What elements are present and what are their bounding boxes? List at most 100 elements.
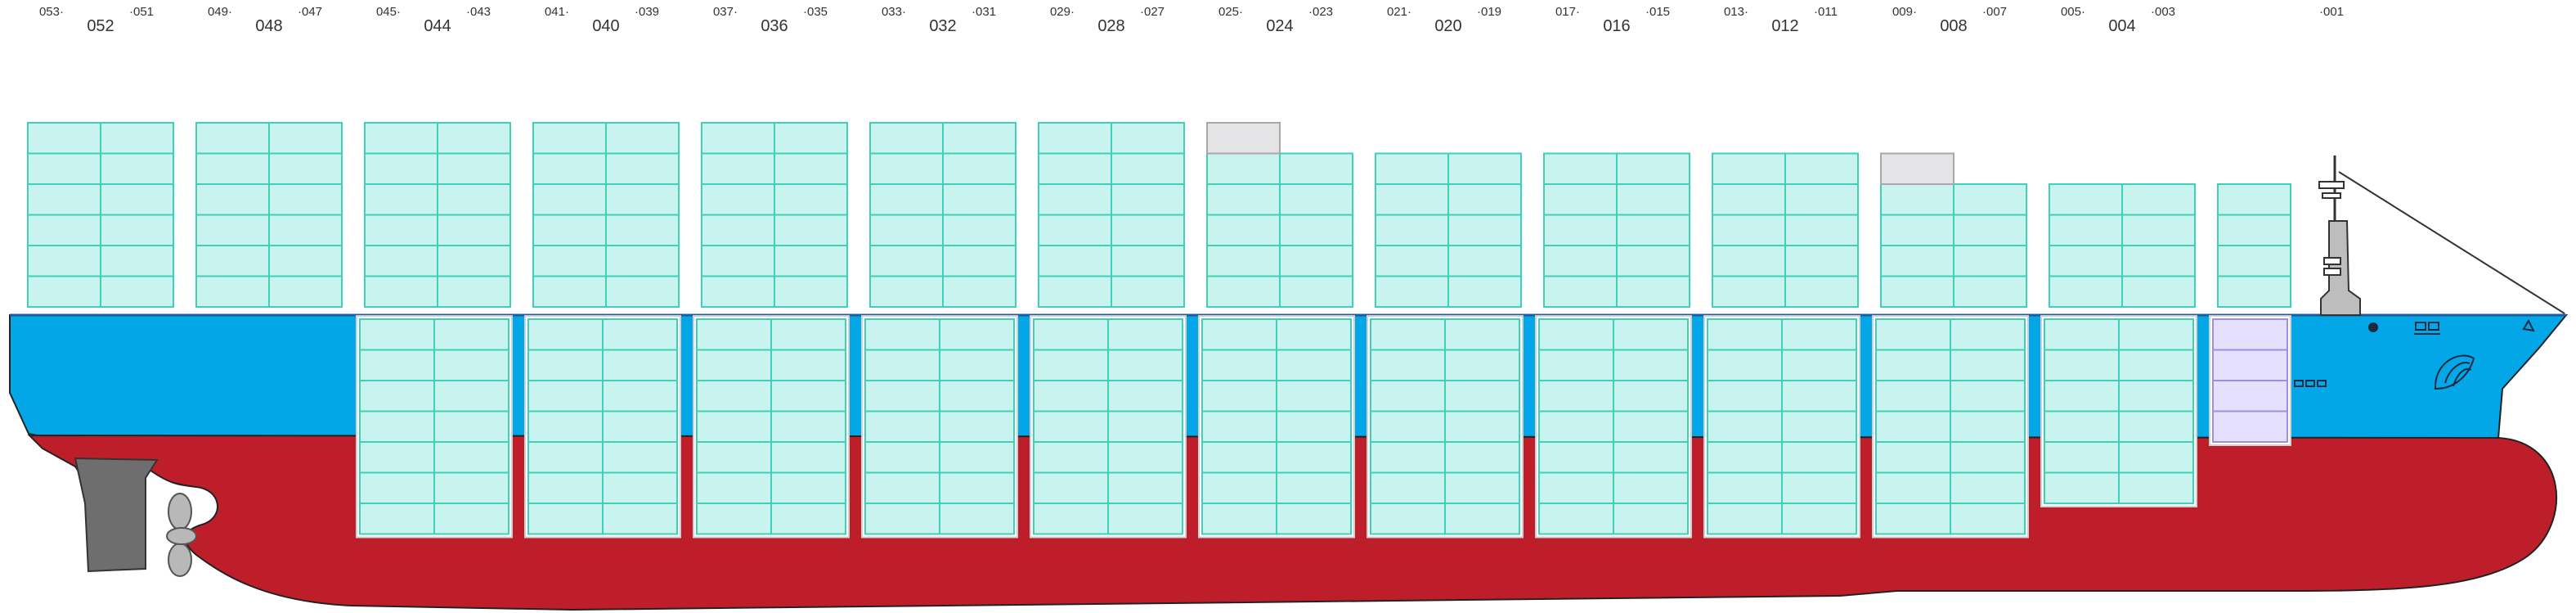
- deck-container-slot[interactable]: [1038, 183, 1112, 216]
- hold-container-slot[interactable]: [696, 349, 772, 381]
- deck-container-slot[interactable]: [1038, 275, 1112, 308]
- hold-container-slot[interactable]: [1370, 380, 1446, 412]
- hold-container-slot[interactable]: [433, 349, 509, 381]
- deck-container-slot[interactable]: [364, 122, 438, 155]
- hold-container-slot[interactable]: [1107, 380, 1183, 412]
- hold-container-slot[interactable]: [1033, 441, 1109, 474]
- hold-container-slot[interactable]: [527, 441, 604, 474]
- hold-container-slot[interactable]: [1538, 441, 1614, 474]
- hold-container-slot[interactable]: [1875, 441, 1951, 474]
- hold-container-slot[interactable]: [1875, 318, 1951, 351]
- hold-container-slot[interactable]: [1538, 380, 1614, 412]
- hold-container-slot[interactable]: [1538, 410, 1614, 443]
- deck-container-slot[interactable]: [942, 275, 1016, 308]
- hold-container-slot[interactable]: [359, 503, 435, 535]
- hold-container-slot[interactable]: [1875, 503, 1951, 535]
- deck-container-slot[interactable]: [532, 183, 607, 216]
- deck-container-slot[interactable]: [532, 152, 607, 185]
- deck-container-slot[interactable]: [2217, 214, 2291, 246]
- deck-container-slot[interactable]: [268, 183, 343, 216]
- hold-container-slot[interactable]: [1107, 441, 1183, 474]
- deck-container-slot[interactable]: [1880, 275, 1954, 308]
- hold-container-slot[interactable]: [359, 380, 435, 412]
- hold-container-slot[interactable]: [770, 318, 846, 351]
- hold-container-slot[interactable]: [602, 441, 678, 474]
- deck-container-slot[interactable]: [100, 152, 174, 185]
- deck-container-slot[interactable]: [1038, 122, 1112, 155]
- hold-container-slot[interactable]: [527, 318, 604, 351]
- hold-container-slot[interactable]: [1950, 349, 2026, 381]
- hold-container-slot[interactable]: [939, 380, 1015, 412]
- hold-container-slot[interactable]: [1613, 503, 1689, 535]
- hold-container-slot[interactable]: [2118, 380, 2194, 412]
- hold-container-slot[interactable]: [2044, 471, 2120, 504]
- deck-container-slot[interactable]: [1447, 183, 1522, 216]
- deck-container-slot[interactable]: [27, 214, 101, 246]
- hold-container-slot[interactable]: [939, 318, 1015, 351]
- deck-container-slot[interactable]: [27, 245, 101, 277]
- deck-container-slot[interactable]: [1616, 214, 1690, 246]
- deck-container-slot[interactable]: [437, 152, 511, 185]
- hold-container-slot[interactable]: [1950, 503, 2026, 535]
- deck-container-slot[interactable]: [1784, 214, 1859, 246]
- deck-container-slot[interactable]: [268, 122, 343, 155]
- hold-container-slot[interactable]: [2044, 380, 2120, 412]
- hold-container-slot[interactable]: [527, 380, 604, 412]
- hold-container-slot[interactable]: [696, 318, 772, 351]
- deck-container-slot[interactable]: [2121, 275, 2196, 308]
- deck-container-slot[interactable]: [2049, 245, 2123, 277]
- special-container-slot[interactable]: [2212, 318, 2288, 351]
- hold-container-slot[interactable]: [1444, 380, 1520, 412]
- hold-container-slot[interactable]: [359, 441, 435, 474]
- deck-container-slot[interactable]: [1953, 245, 2027, 277]
- hold-container-slot[interactable]: [433, 471, 509, 504]
- deck-container-slot[interactable]: [1111, 275, 1185, 308]
- hold-container-slot[interactable]: [864, 318, 940, 351]
- deck-container-slot[interactable]: [701, 152, 775, 185]
- hold-container-slot[interactable]: [1613, 441, 1689, 474]
- deck-container-slot[interactable]: [1616, 275, 1690, 308]
- deck-container-slot[interactable]: [1616, 245, 1690, 277]
- hold-container-slot[interactable]: [1707, 349, 1783, 381]
- deck-container-slot[interactable]: [1038, 152, 1112, 185]
- hold-container-slot[interactable]: [1875, 380, 1951, 412]
- hold-container-slot[interactable]: [1276, 441, 1352, 474]
- deck-container-slot[interactable]: [1784, 152, 1859, 185]
- deck-container-slot[interactable]: [27, 152, 101, 185]
- deck-container-slot[interactable]: [1375, 152, 1449, 185]
- hold-container-slot[interactable]: [1950, 471, 2026, 504]
- deck-container-slot[interactable]: [2121, 245, 2196, 277]
- hold-container-slot[interactable]: [1950, 410, 2026, 443]
- empty-slot[interactable]: [1880, 152, 1954, 185]
- hold-container-slot[interactable]: [1370, 471, 1446, 504]
- deck-container-slot[interactable]: [1279, 183, 1353, 216]
- hold-container-slot[interactable]: [1950, 380, 2026, 412]
- deck-container-slot[interactable]: [195, 214, 270, 246]
- deck-container-slot[interactable]: [437, 214, 511, 246]
- hold-container-slot[interactable]: [1033, 503, 1109, 535]
- hold-container-slot[interactable]: [433, 503, 509, 535]
- deck-container-slot[interactable]: [774, 122, 848, 155]
- deck-container-slot[interactable]: [364, 245, 438, 277]
- hold-container-slot[interactable]: [1538, 503, 1614, 535]
- hold-container-slot[interactable]: [1033, 318, 1109, 351]
- hold-container-slot[interactable]: [1201, 410, 1277, 443]
- hold-container-slot[interactable]: [1370, 349, 1446, 381]
- hold-container-slot[interactable]: [939, 410, 1015, 443]
- deck-container-slot[interactable]: [605, 183, 680, 216]
- deck-container-slot[interactable]: [774, 152, 848, 185]
- deck-container-slot[interactable]: [1447, 214, 1522, 246]
- hold-container-slot[interactable]: [1276, 349, 1352, 381]
- hold-container-slot[interactable]: [1107, 503, 1183, 535]
- hold-container-slot[interactable]: [770, 380, 846, 412]
- hold-container-slot[interactable]: [1107, 471, 1183, 504]
- deck-container-slot[interactable]: [364, 214, 438, 246]
- hold-container-slot[interactable]: [527, 503, 604, 535]
- hold-container-slot[interactable]: [1613, 410, 1689, 443]
- hold-container-slot[interactable]: [359, 471, 435, 504]
- hold-container-slot[interactable]: [1707, 503, 1783, 535]
- deck-container-slot[interactable]: [195, 245, 270, 277]
- hold-container-slot[interactable]: [1201, 318, 1277, 351]
- deck-container-slot[interactable]: [1616, 183, 1690, 216]
- deck-container-slot[interactable]: [2049, 275, 2123, 308]
